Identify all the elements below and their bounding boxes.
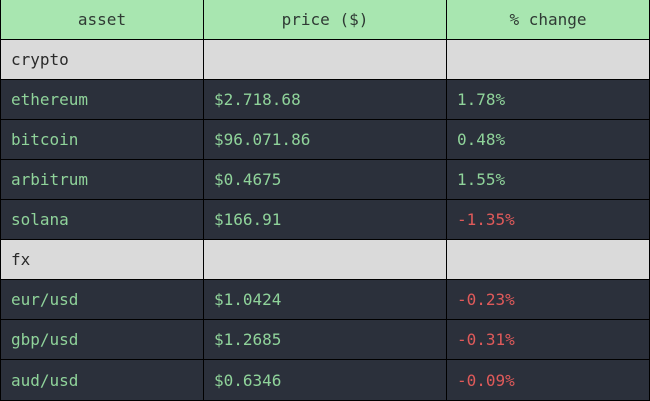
group-empty-cell — [447, 40, 649, 79]
group-label: crypto — [1, 40, 204, 79]
table-row: gbp/usd $1.2685 -0.31% — [1, 320, 649, 360]
group-row-fx: fx — [1, 240, 649, 280]
price-cell: $0.6346 — [204, 360, 447, 400]
group-empty-cell — [204, 240, 447, 279]
column-header-asset: asset — [1, 0, 204, 39]
table-row: ethereum $2.718.68 1.78% — [1, 80, 649, 120]
price-cell: $1.0424 — [204, 280, 447, 319]
change-cell: -1.35% — [447, 200, 649, 239]
price-cell: $2.718.68 — [204, 80, 447, 119]
price-cell: $166.91 — [204, 200, 447, 239]
change-cell: 1.78% — [447, 80, 649, 119]
asset-cell: arbitrum — [1, 160, 204, 199]
group-row-crypto: crypto — [1, 40, 649, 80]
change-cell: -0.09% — [447, 360, 649, 400]
price-cell: $1.2685 — [204, 320, 447, 359]
asset-cell: aud/usd — [1, 360, 204, 400]
table-row: bitcoin $96.071.86 0.48% — [1, 120, 649, 160]
group-label: fx — [1, 240, 204, 279]
asset-cell: solana — [1, 200, 204, 239]
change-cell: -0.31% — [447, 320, 649, 359]
column-header-change: % change — [447, 0, 649, 39]
change-cell: -0.23% — [447, 280, 649, 319]
table-header-row: asset price ($) % change — [1, 0, 649, 40]
table-row: solana $166.91 -1.35% — [1, 200, 649, 240]
asset-cell: gbp/usd — [1, 320, 204, 359]
change-cell: 0.48% — [447, 120, 649, 159]
column-header-price: price ($) — [204, 0, 447, 39]
change-cell: 1.55% — [447, 160, 649, 199]
price-cell: $0.4675 — [204, 160, 447, 199]
group-empty-cell — [204, 40, 447, 79]
asset-cell: ethereum — [1, 80, 204, 119]
table-row: arbitrum $0.4675 1.55% — [1, 160, 649, 200]
asset-cell: eur/usd — [1, 280, 204, 319]
group-empty-cell — [447, 240, 649, 279]
table-row: eur/usd $1.0424 -0.23% — [1, 280, 649, 320]
table-row: aud/usd $0.6346 -0.09% — [1, 360, 649, 400]
price-cell: $96.071.86 — [204, 120, 447, 159]
asset-cell: bitcoin — [1, 120, 204, 159]
